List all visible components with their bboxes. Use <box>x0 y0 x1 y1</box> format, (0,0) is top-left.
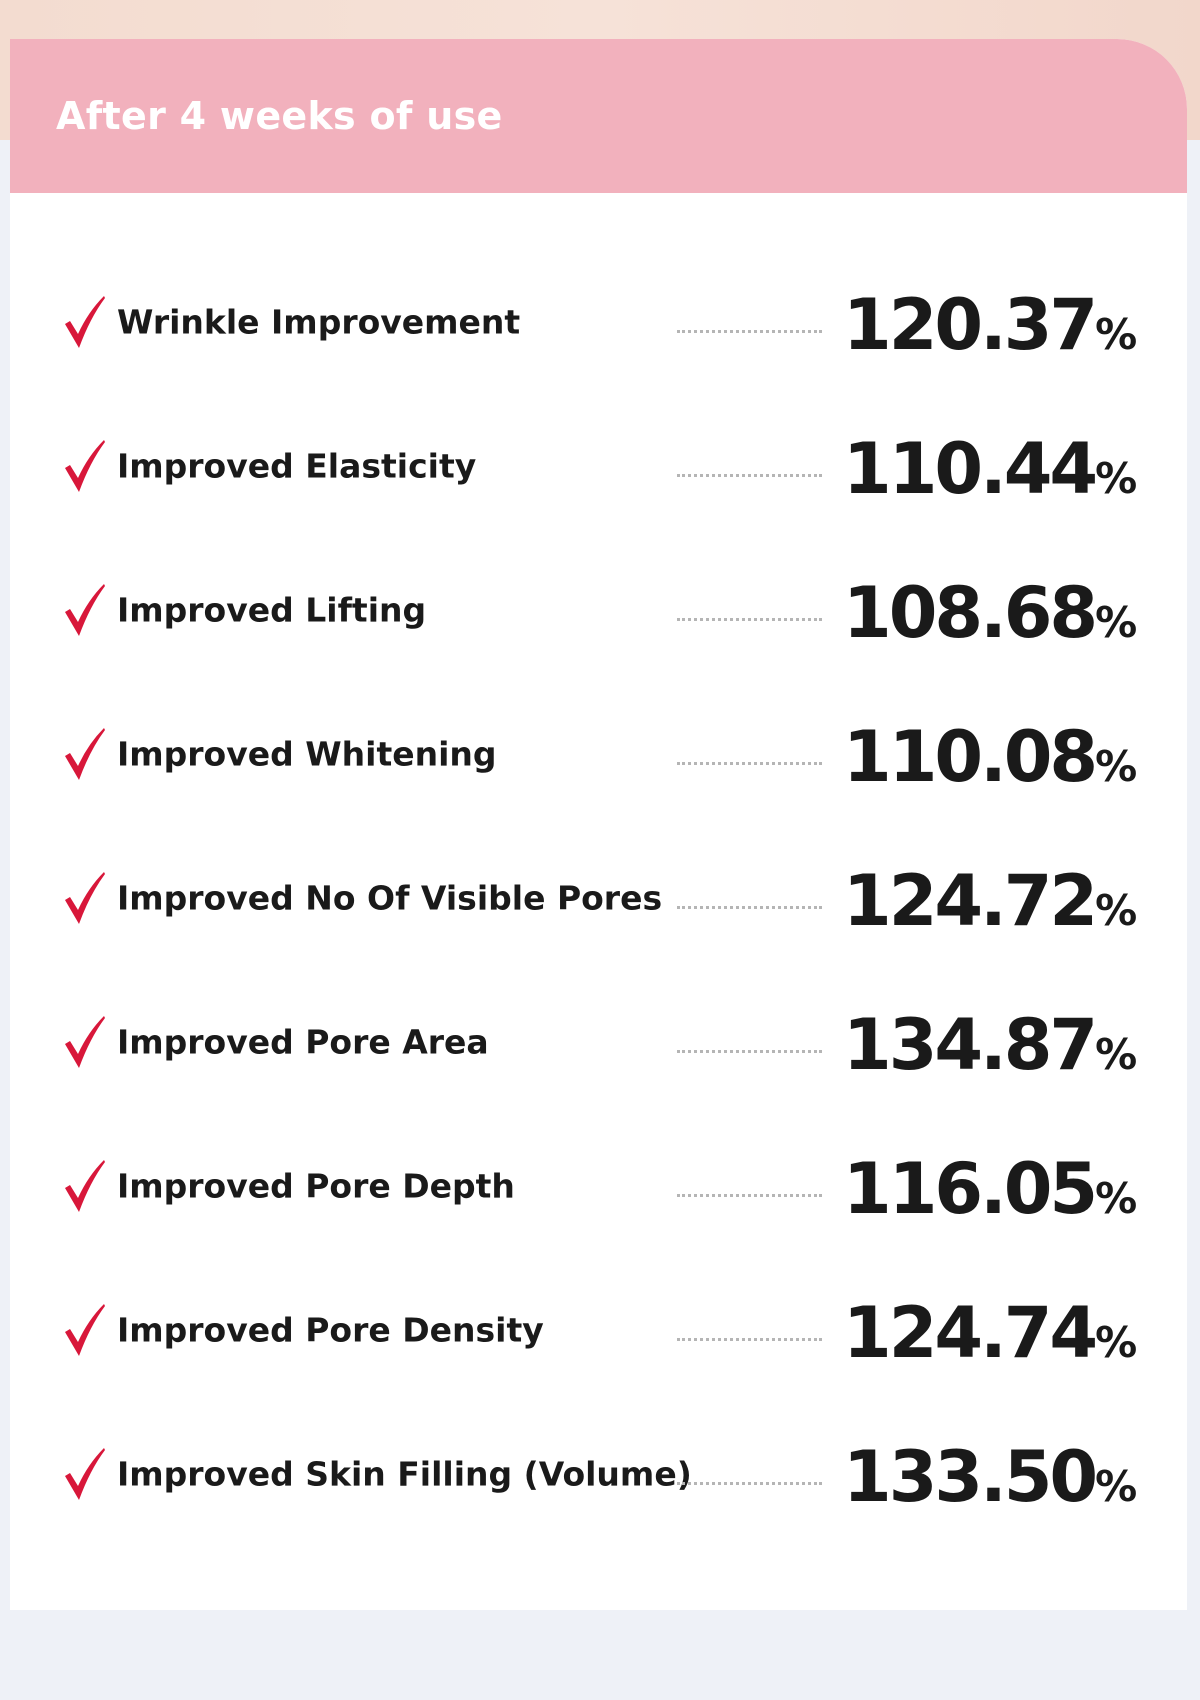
leader-dots <box>677 1194 822 1197</box>
result-row: Improved No Of Visible Pores 124.72% <box>10 848 1187 948</box>
value-number: 120.37 <box>843 284 1098 366</box>
results-card: After 4 weeks of use Wrinkle Improvement… <box>10 39 1187 1610</box>
leader-dots <box>677 762 822 765</box>
item-value: 116.05% <box>843 1148 1137 1230</box>
item-label: Improved No Of Visible Pores <box>117 878 663 918</box>
result-row: Wrinkle Improvement 120.37% <box>10 272 1187 372</box>
header-title: After 4 weeks of use <box>56 94 503 138</box>
value-number: 124.74 <box>843 1292 1098 1374</box>
leader-dots <box>677 1050 822 1053</box>
result-row: Improved Pore Area 134.87% <box>10 992 1187 1092</box>
check-icon <box>65 296 105 348</box>
value-unit: % <box>1095 742 1138 791</box>
check-mark <box>65 1304 105 1356</box>
check-mark <box>65 872 105 924</box>
check-icon <box>65 1160 105 1212</box>
leader-dots <box>677 1482 822 1485</box>
leader-dots <box>677 330 822 333</box>
item-label: Wrinkle Improvement <box>117 302 521 342</box>
value-unit: % <box>1095 598 1138 647</box>
item-value: 133.50% <box>843 1436 1137 1518</box>
value-number: 124.72 <box>843 860 1098 942</box>
value-number: 108.68 <box>843 572 1098 654</box>
check-icon <box>65 872 105 924</box>
item-label: Improved Skin Filling (Volume) <box>117 1454 692 1494</box>
item-label: Improved Pore Density <box>117 1310 544 1350</box>
result-row: Improved Pore Density 124.74% <box>10 1280 1187 1380</box>
check-icon <box>65 1448 105 1500</box>
check-mark <box>65 440 105 492</box>
check-mark <box>65 296 105 348</box>
value-unit: % <box>1095 310 1138 359</box>
item-value: 110.08% <box>843 716 1137 798</box>
item-label: Improved Whitening <box>117 734 497 774</box>
result-row: Improved Lifting 108.68% <box>10 560 1187 660</box>
leader-dots <box>677 618 822 621</box>
value-unit: % <box>1095 1462 1138 1511</box>
check-icon <box>65 728 105 780</box>
item-label: Improved Elasticity <box>117 446 477 486</box>
result-row: Improved Skin Filling (Volume) 133.50% <box>10 1424 1187 1524</box>
check-mark <box>65 728 105 780</box>
item-value: 110.44% <box>843 428 1137 510</box>
check-icon <box>65 1304 105 1356</box>
value-number: 116.05 <box>843 1148 1098 1230</box>
leader-dots <box>677 474 822 477</box>
item-value: 124.72% <box>843 860 1137 942</box>
leader-dots <box>677 906 822 909</box>
value-number: 110.44 <box>843 428 1098 510</box>
item-value: 120.37% <box>843 284 1137 366</box>
value-number: 133.50 <box>843 1436 1098 1518</box>
header: After 4 weeks of use <box>10 39 1187 193</box>
check-mark <box>65 1016 105 1068</box>
value-unit: % <box>1095 454 1138 503</box>
result-row: Improved Whitening 110.08% <box>10 704 1187 804</box>
check-mark <box>65 584 105 636</box>
item-value: 108.68% <box>843 572 1137 654</box>
result-row: Improved Elasticity 110.44% <box>10 416 1187 516</box>
check-mark <box>65 1160 105 1212</box>
result-row: Improved Pore Depth 116.05% <box>10 1136 1187 1236</box>
item-value: 124.74% <box>843 1292 1137 1374</box>
check-icon <box>65 1016 105 1068</box>
value-unit: % <box>1095 1318 1138 1367</box>
leader-dots <box>677 1338 822 1341</box>
value-unit: % <box>1095 886 1138 935</box>
value-number: 110.08 <box>843 716 1098 798</box>
check-icon <box>65 584 105 636</box>
value-number: 134.87 <box>843 1004 1098 1086</box>
value-unit: % <box>1095 1174 1138 1223</box>
item-label: Improved Pore Depth <box>117 1166 515 1206</box>
check-icon <box>65 440 105 492</box>
check-mark <box>65 1448 105 1500</box>
item-label: Improved Pore Area <box>117 1022 489 1062</box>
item-label: Improved Lifting <box>117 590 427 630</box>
value-unit: % <box>1095 1030 1138 1079</box>
item-value: 134.87% <box>843 1004 1137 1086</box>
